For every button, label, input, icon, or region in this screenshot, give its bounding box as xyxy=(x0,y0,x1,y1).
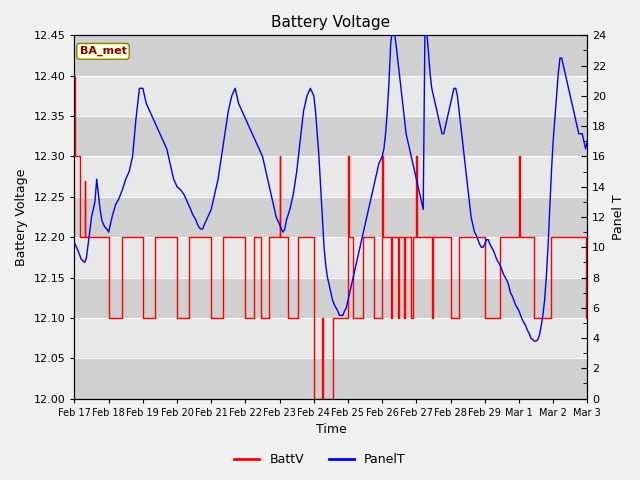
Bar xyxy=(74,358,588,398)
Bar xyxy=(74,318,588,358)
Text: BA_met: BA_met xyxy=(79,46,127,57)
Y-axis label: Panel T: Panel T xyxy=(612,194,625,240)
Y-axis label: Battery Voltage: Battery Voltage xyxy=(15,168,28,265)
Bar xyxy=(74,197,588,237)
Bar xyxy=(74,116,588,156)
X-axis label: Time: Time xyxy=(316,423,346,436)
Bar xyxy=(74,76,588,116)
Bar xyxy=(74,237,588,277)
Bar xyxy=(74,277,588,318)
Legend: BattV, PanelT: BattV, PanelT xyxy=(229,448,411,471)
Title: Battery Voltage: Battery Voltage xyxy=(271,15,390,30)
Bar xyxy=(74,156,588,197)
Bar xyxy=(74,36,588,76)
